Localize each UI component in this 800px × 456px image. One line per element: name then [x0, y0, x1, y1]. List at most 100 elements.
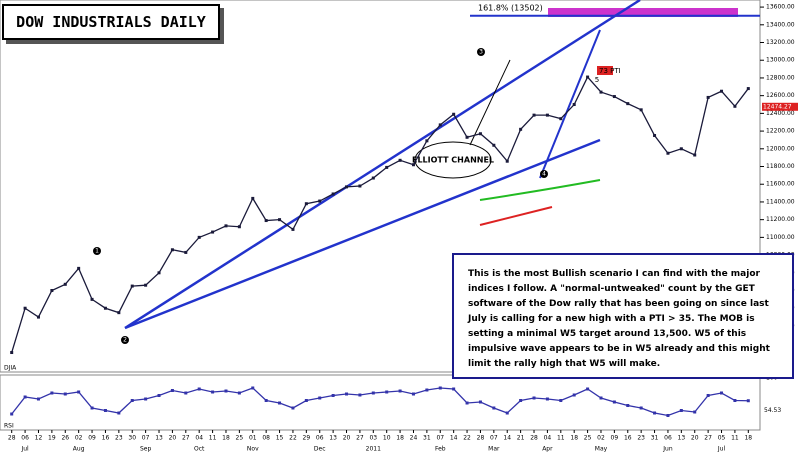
- x-tick-label: 15: [276, 435, 284, 442]
- y-tick-label: 11000.00: [766, 234, 795, 241]
- bar-mark: [653, 134, 657, 138]
- fib-zone: [548, 8, 738, 17]
- x-tick-label: 28: [477, 435, 485, 442]
- bar-mark: [251, 196, 255, 200]
- price-marker-label: 12474.27: [763, 103, 792, 110]
- bar-mark: [278, 218, 282, 222]
- x-tick-label: 06: [21, 435, 29, 442]
- bar-mark: [385, 165, 389, 169]
- x-tick-label: 22: [463, 435, 471, 442]
- bar-mark: [197, 387, 201, 391]
- bar-mark: [505, 159, 509, 163]
- x-tick-label: 08: [262, 435, 270, 442]
- bar-mark: [90, 406, 94, 410]
- bar-mark: [224, 224, 228, 228]
- bar-mark: [224, 389, 228, 393]
- bar-mark: [10, 351, 14, 355]
- bar-mark: [572, 393, 576, 397]
- bar-mark: [398, 389, 402, 393]
- x-tick-label: 11: [731, 435, 739, 442]
- bar-mark: [599, 396, 603, 400]
- y-tick-label: 13000.00: [766, 57, 795, 64]
- legend-entry: DJIA: [4, 365, 17, 372]
- x-tick-label: 06: [316, 435, 324, 442]
- x-tick-label: 25: [236, 435, 244, 442]
- y-tick-label: 13400.00: [766, 21, 795, 28]
- month-label: Sep: [140, 446, 152, 453]
- bar-mark: [264, 399, 268, 402]
- bar-mark: [478, 400, 482, 404]
- bar-mark: [345, 392, 349, 396]
- x-tick-label: 03: [369, 435, 377, 442]
- bar-mark: [237, 225, 241, 229]
- bar-mark: [278, 401, 282, 405]
- bar-mark: [184, 391, 188, 395]
- bar-mark: [559, 117, 563, 121]
- bar-mark: [626, 102, 630, 106]
- y-tick-label: 11800.00: [766, 163, 795, 170]
- y-tick-label: 12000.00: [766, 145, 795, 152]
- bar-mark: [184, 250, 188, 254]
- x-tick-label: 05: [718, 435, 726, 442]
- x-tick-label: 27: [356, 435, 364, 442]
- rsi-last-label: 54.53: [764, 407, 781, 414]
- bar-mark: [157, 271, 161, 275]
- series-line: [11, 387, 749, 417]
- month-label: Mar: [488, 446, 500, 453]
- x-tick-label: 13: [155, 435, 163, 442]
- x-tick-label: 26: [61, 435, 69, 442]
- bar-mark: [117, 411, 121, 415]
- month-label: May: [595, 446, 608, 453]
- y-tick-label: 13200.00: [766, 39, 795, 46]
- bar-mark: [23, 395, 27, 399]
- bar-mark: [505, 411, 509, 415]
- bar-mark: [331, 394, 335, 397]
- x-tick-label: 12: [35, 435, 43, 442]
- x-tick-label: 14: [450, 435, 458, 442]
- bar-mark: [679, 147, 683, 151]
- x-tick-label: 16: [102, 435, 110, 442]
- x-tick-label: 20: [343, 435, 351, 442]
- x-tick-label: 14: [503, 435, 511, 442]
- bar-mark: [478, 132, 482, 136]
- x-tick-label: 06: [664, 435, 672, 442]
- x-tick-label: 20: [169, 435, 177, 442]
- bar-mark: [532, 113, 536, 117]
- wave-label: 3: [479, 49, 483, 56]
- bar-mark: [251, 386, 255, 390]
- x-tick-label: 09: [88, 435, 96, 442]
- y-tick-label: 12400.00: [766, 110, 795, 117]
- bar-mark: [398, 158, 402, 162]
- bar-mark: [706, 394, 710, 397]
- x-tick-label: 18: [570, 435, 578, 442]
- x-tick-label: 27: [182, 435, 190, 442]
- bar-mark: [519, 399, 523, 402]
- bar-mark: [679, 409, 683, 412]
- x-tick-label: 23: [115, 435, 123, 442]
- bar-mark: [318, 396, 322, 400]
- wave-label: 1: [95, 248, 99, 255]
- bar-mark: [438, 386, 442, 390]
- bar-mark: [425, 388, 429, 392]
- x-tick-label: 28: [8, 435, 16, 442]
- x-tick-label: 18: [744, 435, 752, 442]
- callout-text: ELLIOTT CHANNEL: [412, 156, 494, 165]
- bar-mark: [666, 414, 670, 417]
- bar-mark: [653, 411, 657, 415]
- bar-mark: [452, 112, 456, 116]
- x-tick-label: 01: [249, 435, 257, 442]
- x-tick-label: 20: [691, 435, 699, 442]
- bar-mark: [211, 230, 215, 234]
- bar-mark: [63, 392, 67, 396]
- bar-mark: [170, 248, 174, 252]
- month-label: Nov: [247, 446, 259, 453]
- x-tick-label: 31: [651, 435, 659, 442]
- bar-mark: [264, 219, 268, 223]
- wave-label: 4: [542, 171, 546, 178]
- y-tick-label: 13600.00: [766, 4, 795, 11]
- month-label: Jul: [20, 446, 29, 453]
- x-tick-label: 09: [611, 435, 619, 442]
- bar-mark: [733, 399, 737, 402]
